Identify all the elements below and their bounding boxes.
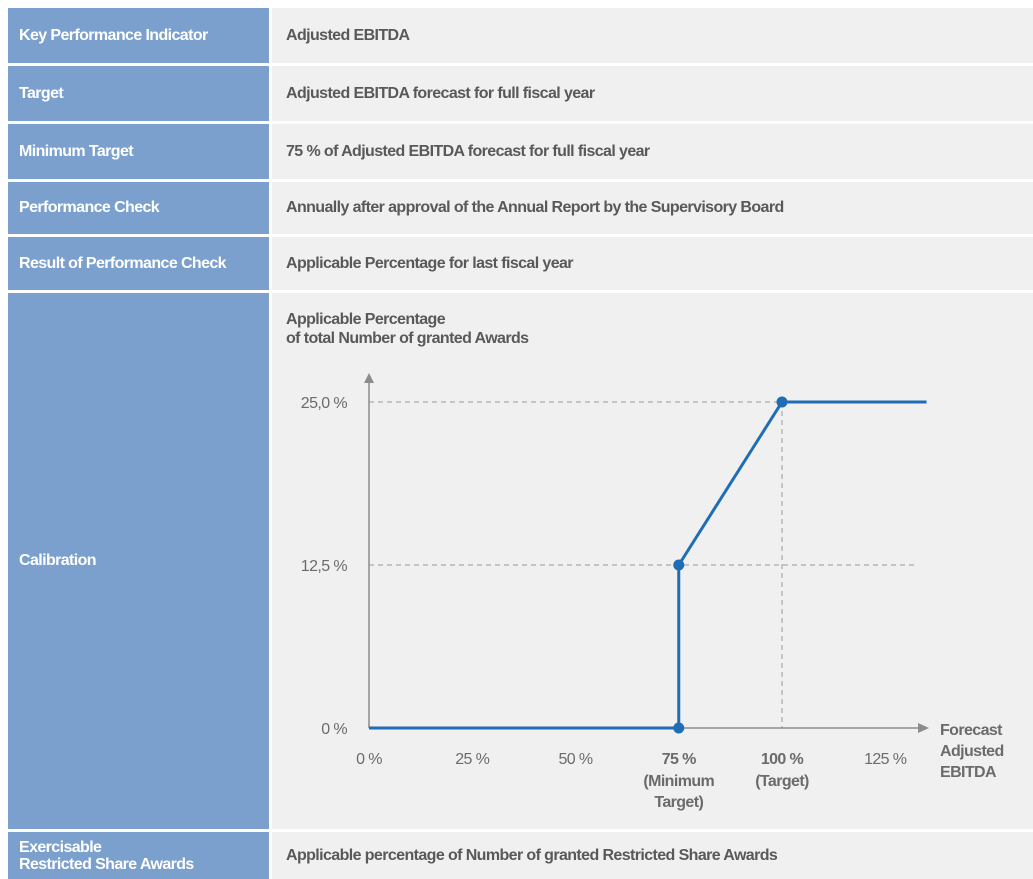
row-label: Key Performance Indicator — [8, 8, 269, 63]
table-row: Result of Performance Check Applicable P… — [0, 237, 1033, 290]
x-axis-arrow-icon — [918, 723, 929, 733]
y-tick-label: 0 % — [321, 721, 347, 738]
x-axis-title-line: Forecast — [940, 722, 1003, 739]
x-tick-sublabel: Target) — [654, 794, 703, 811]
table-row: Key Performance Indicator Adjusted EBITD… — [0, 8, 1033, 63]
row-value: Applicable Percentage for last fiscal ye… — [272, 237, 1033, 290]
data-point — [673, 722, 685, 734]
row-value: 75 % of Adjusted EBITDA forecast for ful… — [272, 124, 1033, 179]
label-line-1: Exercisable — [19, 838, 102, 856]
row-label: Target — [8, 66, 269, 121]
x-tick-label: 125 % — [864, 751, 907, 768]
y-tick-label: 25,0 % — [301, 395, 348, 412]
data-point — [673, 559, 685, 571]
row-value: Applicable percentage of Number of grant… — [272, 832, 1033, 879]
y-tick-label: 12,5 % — [301, 558, 348, 575]
y-axis-arrow-icon — [364, 373, 374, 383]
table-row: Target Adjusted EBITDA forecast for full… — [0, 66, 1033, 121]
y-title-line-1: Applicable Percentage — [286, 311, 446, 328]
row-value: Annually after approval of the Annual Re… — [272, 182, 1033, 234]
x-tick-label: 0 % — [356, 751, 382, 768]
row-label: Calibration — [8, 293, 269, 829]
table-row: Performance Check Annually after approva… — [0, 182, 1033, 234]
row-label: Exercisable Restricted Share Awards — [8, 832, 269, 879]
row-label: Result of Performance Check — [8, 237, 269, 290]
data-point — [776, 396, 788, 408]
x-tick-label: 50 % — [558, 751, 592, 768]
table-row: Minimum Target 75 % of Adjusted EBITDA f… — [0, 124, 1033, 179]
x-tick-sublabel: (Minimum — [643, 773, 714, 790]
row-value: Adjusted EBITDA forecast for full fiscal… — [272, 66, 1033, 121]
calibration-chart: 0 % 12,5 % 25,0 % 0 % 25 % 50 % 75 % (Minimum Ta… — [301, 373, 1004, 811]
chart-y-title: Applicable Percentage of total Number of… — [286, 310, 529, 348]
x-tick-label: 75 % — [662, 751, 696, 768]
calibration-row: Calibration Applicable Percentage of tot… — [0, 293, 1033, 829]
chart-cell: Applicable Percentage of total Number of… — [272, 293, 1033, 829]
row-value: Adjusted EBITDA — [272, 8, 1033, 63]
table-row: Exercisable Restricted Share Awards Appl… — [0, 832, 1033, 879]
x-axis-title-line: Adjusted — [940, 743, 1004, 760]
x-tick-label: 25 % — [455, 751, 489, 768]
x-tick-label: 100 % — [761, 751, 804, 768]
label-line-2: Restricted Share Awards — [19, 855, 194, 873]
row-label: Performance Check — [8, 182, 269, 234]
x-axis-title-line: EBITDA — [940, 764, 997, 781]
y-title-line-2: of total Number of granted Awards — [286, 330, 529, 347]
x-tick-sublabel: (Target) — [755, 773, 809, 790]
row-label: Minimum Target — [8, 124, 269, 179]
